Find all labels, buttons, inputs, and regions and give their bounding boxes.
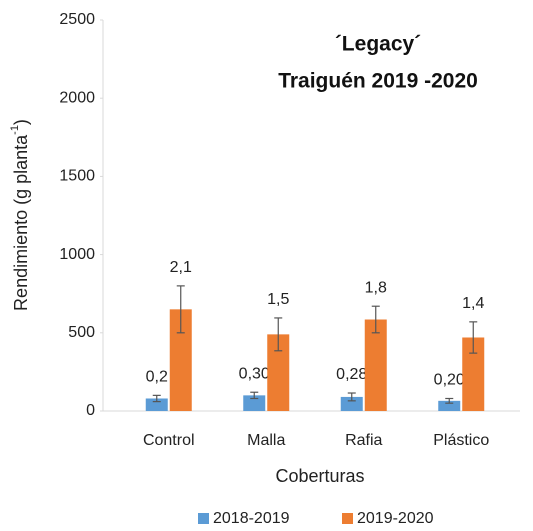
x-tick-label: Plástico [433, 432, 489, 449]
x-tick-label: Rafia [345, 432, 382, 449]
chart-title: ´Legacy´ [335, 33, 421, 56]
y-tick-label: 2500 [59, 11, 95, 28]
bar-annotation: 1,8 [365, 279, 387, 296]
y-tick-label: 1000 [59, 246, 95, 263]
bar [438, 400, 461, 411]
chart-title: Traiguén 2019 -2020 [278, 70, 478, 93]
y-axis-title-text: ) [11, 119, 31, 125]
legend-label: 2018-2019 [213, 510, 290, 527]
y-tick-label: 2000 [59, 89, 95, 106]
bar-annotation: 0,20 [434, 372, 465, 389]
bar [243, 395, 266, 411]
bar-annotation: 2,1 [170, 259, 192, 276]
legend-swatch [342, 513, 353, 524]
bar-annotation: 0,30 [239, 365, 270, 382]
y-axis-title-text: Rendimiento (g planta [11, 134, 31, 311]
bar [169, 309, 192, 411]
bar [364, 319, 387, 411]
bar-annotation: 0,2 [146, 369, 168, 386]
y-tick-label: 0 [86, 402, 95, 419]
bar [340, 396, 363, 411]
x-tick-label: Control [143, 432, 195, 449]
y-axis-title: Rendimiento (g planta-1) [9, 119, 31, 311]
x-tick-label: Malla [247, 432, 285, 449]
bar-annotation: 0,28 [336, 366, 367, 383]
bar-annotation: 1,4 [462, 295, 484, 312]
legend-label: 2019-2020 [357, 510, 434, 527]
x-axis-title: Coberturas [275, 466, 364, 486]
y-axis-title-sup: -1 [9, 125, 21, 135]
legend-swatch [198, 513, 209, 524]
y-tick-label: 500 [68, 324, 95, 341]
bar-annotation: 1,5 [267, 291, 289, 308]
bar [145, 398, 168, 411]
y-tick-label: 1500 [59, 168, 95, 185]
bar [267, 334, 290, 411]
bar [462, 337, 485, 411]
